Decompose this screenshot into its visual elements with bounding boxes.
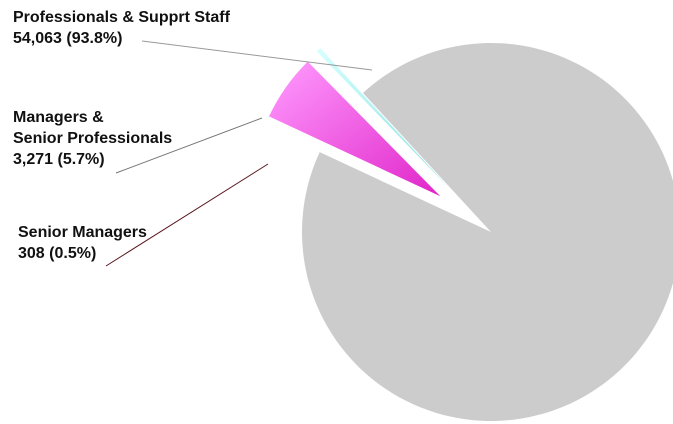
leader-line-professionals bbox=[141, 40, 373, 71]
leader-lines bbox=[105, 40, 373, 267]
label-managers-senior-professionals: Managers & Senior Professionals 3,271 (5… bbox=[13, 107, 172, 170]
label-professionals-name: Professionals & Supprt Staff bbox=[13, 9, 230, 26]
label-managers-name-line1: Managers & bbox=[13, 109, 104, 126]
label-professionals-support-staff: Professionals & Supprt Staff 54,063 (93.… bbox=[13, 7, 230, 49]
slice-senior-managers bbox=[316, 48, 449, 188]
label-professionals-value: 54,063 (93.8%) bbox=[13, 30, 123, 47]
label-managers-name-line2: Senior Professionals bbox=[13, 130, 173, 147]
label-managers-value: 3,271 (5.7%) bbox=[13, 151, 105, 168]
label-senior-managers: Senior Managers 308 (0.5%) bbox=[18, 222, 147, 264]
label-senior-managers-name: Senior Managers bbox=[18, 224, 147, 241]
slice-professionals-support-staff bbox=[302, 43, 673, 421]
pie-slices bbox=[269, 43, 673, 421]
leader-line-senior-managers bbox=[105, 163, 269, 267]
leader-line-managers bbox=[115, 117, 263, 174]
label-senior-managers-value: 308 (0.5%) bbox=[18, 245, 97, 262]
slice-managers-senior-professionals bbox=[269, 61, 441, 197]
